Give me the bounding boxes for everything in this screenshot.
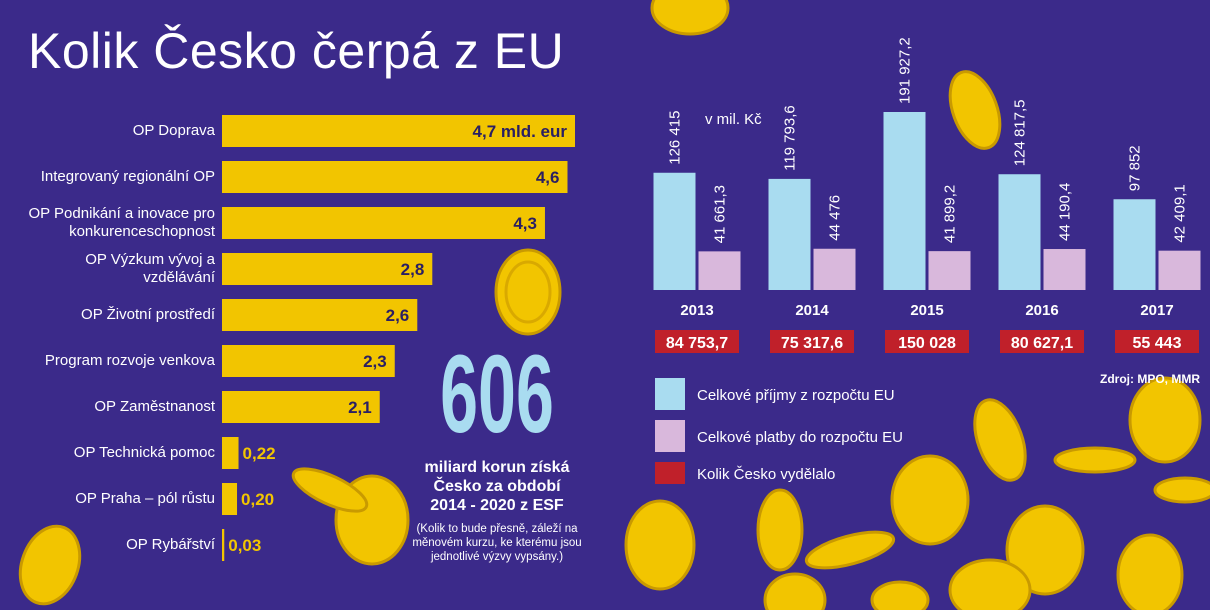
- legend-swatch: [655, 420, 685, 452]
- bar: [222, 437, 239, 469]
- chart-canvas: 4,7 mld. eur 4,6 4,3 2,8 2,6 2,3 2,1 0,22 0,20 0,…: [0, 0, 1210, 610]
- category-label: OP Technická pomoc: [10, 444, 215, 462]
- value-label: 84 753,7: [666, 335, 728, 352]
- value-label: 42 409,1: [1172, 184, 1189, 242]
- x-tick-label: 2014: [795, 302, 829, 319]
- category-label: OP Praha – pól růstu: [10, 490, 215, 508]
- annotation-text: Česko za období: [433, 476, 561, 495]
- infographic: 4,7 mld. eur 4,6 4,3 2,8 2,6 2,3 2,1 0,22 0,20 0,…: [0, 0, 1210, 610]
- value-label: 4,6: [536, 168, 560, 187]
- value-label: 126 415: [667, 111, 684, 165]
- value-label: 41 661,3: [712, 185, 729, 243]
- value-label: 124 817,5: [1012, 100, 1029, 167]
- chart-title: Kolik Česko čerpá z EU: [28, 22, 564, 80]
- value-label: 2,1: [348, 398, 372, 417]
- category-label: OP Zaměstnanost: [10, 398, 215, 416]
- value-label: 0,03: [228, 536, 261, 555]
- legend-label: Kolik Česko vydělalo: [697, 466, 835, 483]
- bar: [814, 249, 856, 290]
- bar: [222, 529, 224, 561]
- value-label: 0,22: [243, 444, 276, 463]
- legend-label: Celkové příjmy z rozpočtu EU: [697, 387, 895, 404]
- x-tick-label: 2017: [1140, 302, 1173, 319]
- annotation-note: jednotlivé výzvy vypsány.): [430, 551, 563, 563]
- value-label: 44 190,4: [1057, 183, 1074, 241]
- category-label: Program rozvoje venkova: [10, 352, 215, 370]
- bar: [654, 173, 696, 290]
- category-label: OP Podnikání a inovace pro konkurencesch…: [10, 205, 215, 241]
- bar: [699, 251, 741, 290]
- bar: [1159, 251, 1201, 290]
- bar: [999, 174, 1041, 290]
- legend-swatch: [655, 462, 685, 484]
- unit-label: v mil. Kč: [705, 111, 762, 128]
- value-label: 119 793,6: [782, 105, 799, 171]
- value-label: 75 317,6: [781, 335, 843, 352]
- value-label: 80 627,1: [1011, 335, 1073, 352]
- annotation-text: miliard korun získá: [425, 459, 570, 476]
- x-tick-label: 2013: [680, 302, 713, 319]
- category-label: OP Výzkum vývoj a vzdělávání: [10, 251, 215, 287]
- category-label: OP Životní prostředí: [10, 306, 215, 324]
- value-label: 2,3: [363, 352, 387, 371]
- bar: [222, 161, 567, 193]
- bar: [929, 251, 971, 290]
- annotation-note: (Kolik to bude přesně, záleží na: [416, 523, 578, 535]
- value-label: 0,20: [241, 490, 274, 509]
- legend-label: Celkové platby do rozpočtu EU: [697, 429, 903, 446]
- annotation-note: měnovém kurzu, ke kterému jsou: [412, 537, 581, 549]
- bar: [1114, 199, 1156, 290]
- bar: [222, 483, 237, 515]
- value-label: 2,8: [401, 260, 425, 279]
- legend-swatch: [655, 378, 685, 410]
- value-label: 2,6: [386, 306, 410, 325]
- value-label: 4,7 mld. eur: [473, 122, 568, 141]
- value-label: 44 476: [827, 195, 844, 241]
- annotation-text: 2014 - 2020 z ESF: [430, 497, 564, 514]
- value-label: 55 443: [1133, 335, 1182, 352]
- category-label: OP Doprava: [10, 122, 215, 140]
- category-label: OP Rybářství: [10, 536, 215, 554]
- value-label: 41 899,2: [942, 185, 959, 243]
- value-label: 4,3: [513, 214, 537, 233]
- category-label: Integrovaný regionální OP: [10, 168, 215, 186]
- x-tick-label: 2016: [1025, 302, 1058, 319]
- source: Zdroj: MPO, MMR: [1100, 372, 1200, 386]
- bar: [884, 112, 926, 290]
- x-tick-label: 2015: [910, 302, 943, 319]
- value-label: 191 927,2: [897, 37, 914, 104]
- bar: [222, 207, 545, 239]
- value-label: 97 852: [1127, 145, 1144, 191]
- bar: [769, 179, 811, 290]
- value-label: 150 028: [898, 335, 956, 352]
- bar: [1044, 249, 1086, 290]
- big-number: 606: [440, 333, 554, 456]
